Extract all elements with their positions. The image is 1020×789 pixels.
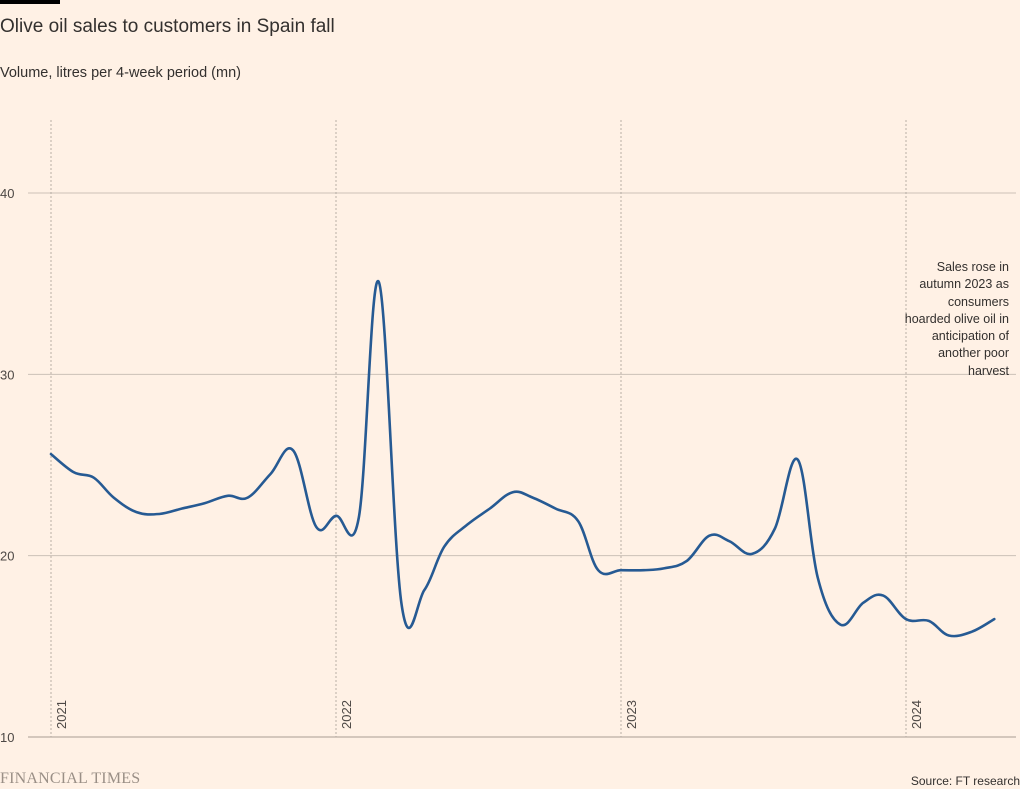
data-point-25 xyxy=(577,520,579,522)
data-point-35 xyxy=(797,458,799,460)
data-point-15 xyxy=(358,516,360,518)
data-point-34 xyxy=(774,527,776,529)
series-group xyxy=(49,280,996,638)
data-point-7 xyxy=(181,507,183,509)
horizontal-gridlines xyxy=(28,192,1016,738)
x-axis-ticks: 2021 2022 2023 2024 xyxy=(54,700,924,729)
data-point-13 xyxy=(315,525,317,527)
chart-title: Olive oil sales to customers in Spain fa… xyxy=(0,16,335,37)
data-point-29 xyxy=(663,567,665,569)
ft-brand-logo: FINANCIAL TIMES xyxy=(0,770,141,787)
data-point-23 xyxy=(531,496,533,498)
data-point-31 xyxy=(708,535,710,537)
data-point-44 xyxy=(993,618,995,620)
data-point-9 xyxy=(227,495,229,497)
data-point-30 xyxy=(685,560,687,562)
data-point-38 xyxy=(862,602,864,604)
data-point-37 xyxy=(839,623,841,625)
y-tick-label-10: 10 xyxy=(0,730,14,745)
data-point-41 xyxy=(928,620,930,622)
data-point-42 xyxy=(948,634,950,636)
data-point-24 xyxy=(554,507,556,509)
data-point-39 xyxy=(882,594,884,596)
y-tick-label-30: 30 xyxy=(0,367,14,382)
y-tick-label-40: 40 xyxy=(0,186,14,201)
data-point-43 xyxy=(970,631,972,633)
data-point-6 xyxy=(158,513,160,515)
data-point-10 xyxy=(246,496,248,498)
chart-subtitle: Volume, litres per 4-week period (mn) xyxy=(0,65,241,81)
data-point-4 xyxy=(113,496,115,498)
data-point-16 xyxy=(378,281,380,283)
brand-top-bar xyxy=(0,0,60,4)
x-tick-label-2024: 2024 xyxy=(909,700,924,729)
data-point-12 xyxy=(292,449,294,451)
data-point-3 xyxy=(93,476,95,478)
data-point-21 xyxy=(489,507,491,509)
data-point-32 xyxy=(728,540,730,542)
data-point-18 xyxy=(423,589,425,591)
data-point-36 xyxy=(816,576,818,578)
data-point-33 xyxy=(751,553,753,555)
chart-annotation: Sales rose in autumn 2023 as consumers h… xyxy=(904,260,1009,378)
data-point-5 xyxy=(135,511,137,513)
data-point-11 xyxy=(269,473,271,475)
y-tick-label-20: 20 xyxy=(0,549,14,564)
data-point-14 xyxy=(335,515,337,517)
y-axis-ticks: 10 20 30 40 xyxy=(0,186,14,745)
vertical-gridlines xyxy=(50,120,907,737)
data-point-19 xyxy=(443,545,445,547)
data-point-28 xyxy=(643,569,645,571)
data-point-17 xyxy=(400,603,402,605)
data-point-27 xyxy=(620,569,622,571)
series-line-1 xyxy=(49,280,996,638)
data-point-22 xyxy=(512,491,514,493)
data-point-26 xyxy=(597,569,599,571)
data-point-40 xyxy=(905,618,907,620)
data-point-1 xyxy=(50,453,52,455)
x-tick-label-2022: 2022 xyxy=(339,700,354,729)
data-point-20 xyxy=(466,524,468,526)
data-point-2 xyxy=(73,471,75,473)
x-tick-label-2023: 2023 xyxy=(624,700,639,729)
x-tick-label-2021: 2021 xyxy=(54,700,69,729)
source-note: Source: FT research xyxy=(910,774,1020,788)
data-point-8 xyxy=(204,502,206,504)
